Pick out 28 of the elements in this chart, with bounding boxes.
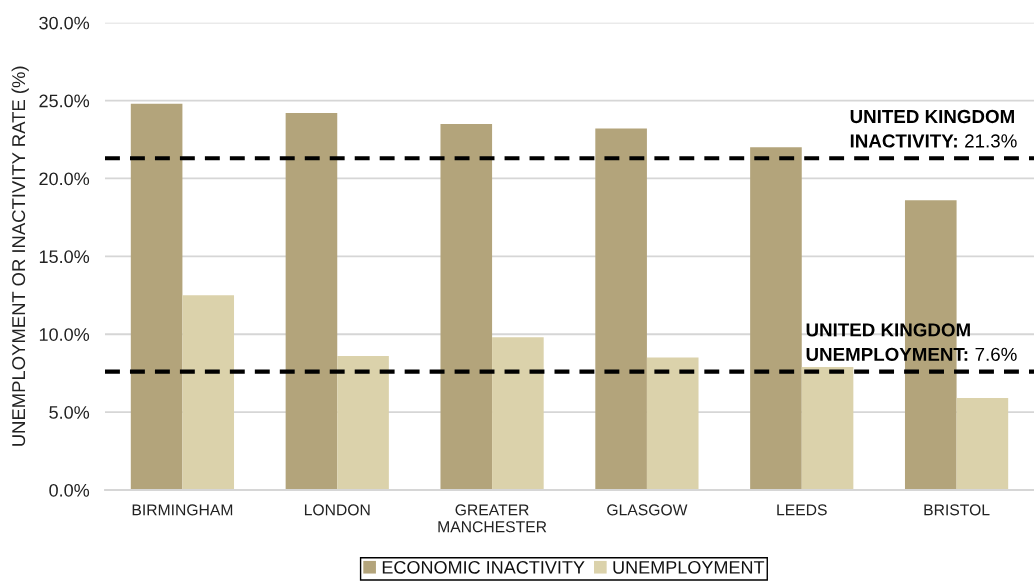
bar	[440, 123, 493, 490]
y-tick-label: 5.0%	[49, 406, 90, 419]
bar	[595, 128, 647, 490]
x-tick-label: GREATER MANCHESTER	[438, 504, 547, 533]
bar	[130, 103, 183, 490]
bar	[646, 357, 699, 490]
x-tick-label: LEEDS	[777, 504, 827, 516]
bar	[492, 337, 544, 490]
y-tick-label: 10.0%	[39, 328, 90, 341]
y-tick-label: 15.0%	[39, 250, 90, 264]
y-tick-label: 30.0%	[39, 16, 90, 30]
bar	[956, 398, 1009, 490]
bar	[337, 356, 389, 490]
y-tick-label: 25.0%	[39, 94, 90, 108]
bar	[285, 113, 338, 490]
y-tick-label: 20.0%	[39, 172, 90, 186]
y-axis-title: UNEMPLOYMENT OR INACTIVITY RATE (%)	[11, 66, 29, 446]
x-tick-label: GLASGOW	[607, 504, 688, 516]
bar	[801, 366, 854, 490]
bar	[182, 295, 235, 490]
ref-line-label: UNITED KINGDOM INACTIVITY: 21.3%	[850, 109, 1017, 148]
x-tick-label: LONDON	[304, 504, 370, 516]
x-tick-label: BRISTOL	[924, 504, 990, 516]
x-tick-label: BIRMINGHAM	[132, 504, 233, 516]
legend-label: UNEMPLOYMENT	[613, 560, 765, 574]
legend-label: ECONOMIC INACTIVITY	[382, 560, 585, 574]
y-tick-label: 0.0%	[49, 483, 90, 497]
bar	[750, 147, 802, 490]
